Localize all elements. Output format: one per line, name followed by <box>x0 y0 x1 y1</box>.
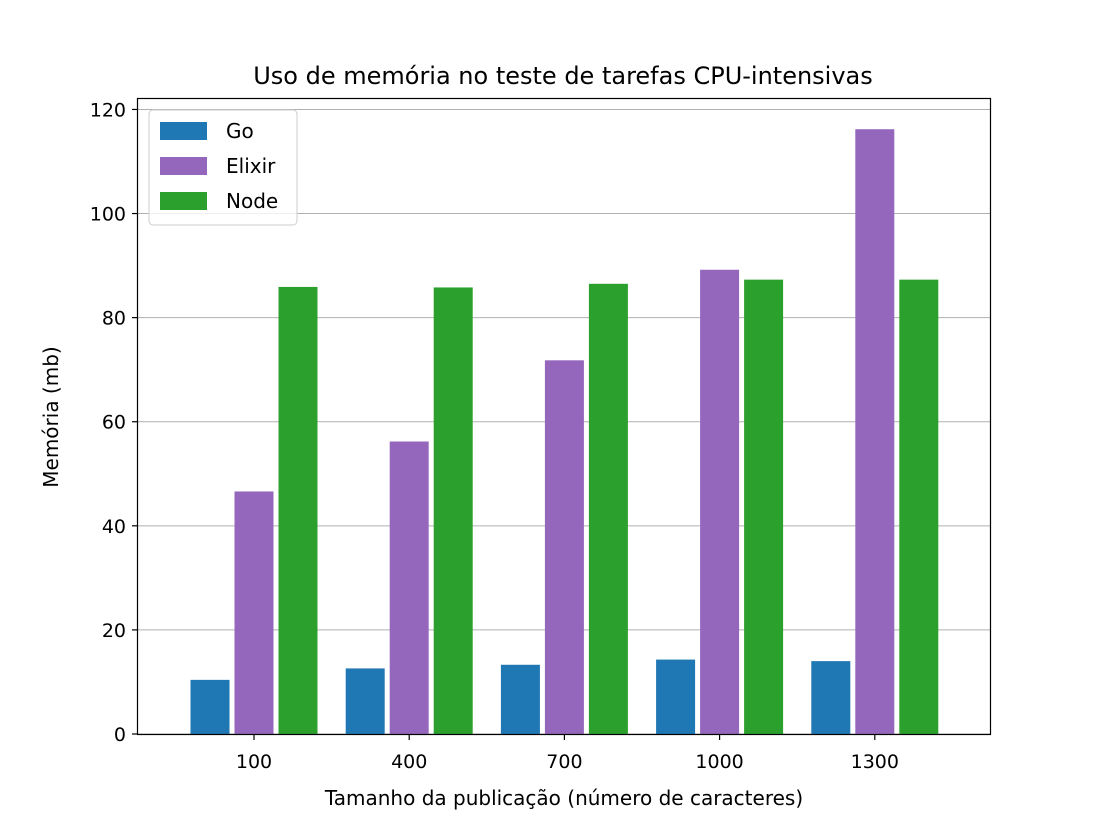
bar-elixir-100 <box>234 491 274 734</box>
ticks: 0 20 40 60 80 100 120 100 400 700 1000 1300 <box>90 99 899 773</box>
legend-swatch-go <box>160 122 207 140</box>
legend-label-go: Go <box>226 119 254 143</box>
x-tick-label: 400 <box>391 751 427 773</box>
chart-title: Uso de memória no teste de tarefas CPU-i… <box>253 62 873 90</box>
bar-node-400 <box>433 287 473 734</box>
bar-go-400 <box>345 668 385 734</box>
y-tick-label: 0 <box>114 724 126 746</box>
bar-go-1000 <box>656 659 696 734</box>
bars <box>190 129 939 735</box>
x-axis-label: Tamanho da publicação (número de caracte… <box>324 786 803 810</box>
legend-swatch-elixir <box>160 157 207 175</box>
bar-elixir-400 <box>389 441 429 734</box>
legend-label-elixir: Elixir <box>226 154 276 178</box>
bar-node-1000 <box>744 279 784 734</box>
x-tick-label: 1000 <box>695 751 743 773</box>
y-tick-label: 100 <box>90 204 126 226</box>
y-tick-label: 20 <box>102 620 126 642</box>
bar-node-100 <box>278 286 318 734</box>
y-tick-label: 80 <box>102 308 126 330</box>
bar-elixir-1300 <box>855 129 895 735</box>
bar-node-700 <box>588 283 628 734</box>
legend-swatch-node <box>160 192 207 210</box>
y-axis-label: Memória (mb) <box>39 346 63 487</box>
x-tick-label: 100 <box>236 751 272 773</box>
legend: Go Elixir Node <box>148 109 298 226</box>
bar-go-1300 <box>811 661 851 734</box>
y-tick-label: 40 <box>102 516 126 538</box>
y-tick-label: 60 <box>102 412 126 434</box>
bar-node-1300 <box>899 279 939 734</box>
x-tick-label: 1300 <box>851 751 899 773</box>
bar-go-100 <box>190 679 230 734</box>
bar-elixir-700 <box>544 360 584 734</box>
bar-go-700 <box>500 664 540 734</box>
y-tick-label: 120 <box>90 99 126 121</box>
x-tick-label: 700 <box>546 751 582 773</box>
bar-elixir-1000 <box>700 269 740 734</box>
legend-label-node: Node <box>226 189 278 213</box>
